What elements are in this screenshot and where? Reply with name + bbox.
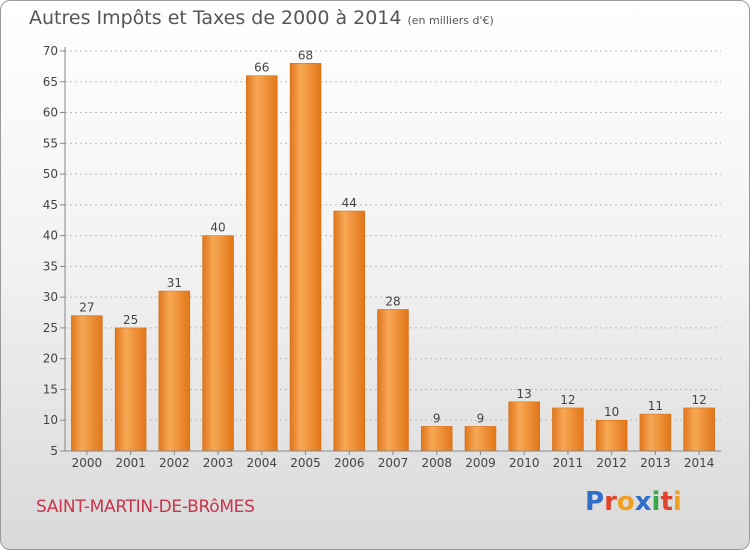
proxiti-logo: Proxiti <box>585 487 682 517</box>
logo-letter: t <box>660 487 673 517</box>
y-tick-label: 65 <box>43 75 58 89</box>
bar <box>246 75 278 452</box>
x-tick-label: 2003 <box>203 456 234 470</box>
bar-value-label: 9 <box>477 411 485 425</box>
bar-value-label: 13 <box>517 387 532 401</box>
bar-value-label: 11 <box>648 399 663 413</box>
y-tick-label: 30 <box>43 290 58 304</box>
bar-value-label: 68 <box>298 48 313 62</box>
bar <box>683 407 715 452</box>
bar <box>420 426 453 452</box>
y-tick-label: 55 <box>43 136 58 150</box>
bar <box>333 210 366 452</box>
x-tick-label: 2005 <box>290 456 321 470</box>
x-tick-label: 2001 <box>115 456 146 470</box>
bar <box>158 290 191 452</box>
bar-value-label: 12 <box>560 393 575 407</box>
logo-letter: r <box>604 487 617 517</box>
y-tick-label: 60 <box>43 106 58 120</box>
chart-title: Autres Impôts et Taxes de 2000 à 2014 (en… <box>29 7 494 29</box>
bar <box>202 235 234 452</box>
logo-letter: P <box>585 487 605 517</box>
x-tick-label: 2006 <box>334 456 365 470</box>
logo-letter: x <box>634 487 652 517</box>
x-tick-label: 2009 <box>465 456 496 470</box>
x-tick-label: 2014 <box>684 456 715 470</box>
bar-value-label: 44 <box>342 196 357 210</box>
x-tick-label: 2008 <box>421 456 452 470</box>
bar-value-label: 25 <box>123 313 138 327</box>
bar-value-label: 66 <box>254 61 269 75</box>
y-tick-label: 15 <box>43 382 58 396</box>
y-tick-label: 40 <box>43 229 58 243</box>
y-tick-label: 50 <box>43 167 58 181</box>
logo-letter: i <box>672 487 682 517</box>
bar <box>464 426 497 452</box>
x-tick-label: 2013 <box>640 456 671 470</box>
y-tick-label: 20 <box>43 352 58 366</box>
bar <box>639 413 672 452</box>
y-tick-label: 25 <box>43 321 58 335</box>
bar <box>377 309 409 452</box>
y-tick-label: 5 <box>50 444 58 458</box>
bar-value-label: 9 <box>433 411 441 425</box>
y-tick-label: 35 <box>43 259 58 273</box>
x-tick-label: 2002 <box>159 456 190 470</box>
chart-title-text: Autres Impôts et Taxes de 2000 à 2014 <box>29 7 402 29</box>
logo-letter: o <box>616 487 635 517</box>
bar <box>552 407 584 452</box>
x-tick-label: 2010 <box>509 456 540 470</box>
logo-letter: i <box>651 487 661 517</box>
bar-value-label: 40 <box>210 221 225 235</box>
x-tick-label: 2007 <box>378 456 409 470</box>
bars: 27 25 31 40 66 68 44 28 9 9 13 12 10 11 12 <box>71 48 715 452</box>
bar <box>71 315 103 452</box>
x-tick-label: 2000 <box>72 456 103 470</box>
x-tick-label: 2004 <box>247 456 278 470</box>
chart-unit: (en milliers d'€) <box>407 14 494 27</box>
y-tick-label: 45 <box>43 198 58 212</box>
y-tick-label: 10 <box>43 413 58 427</box>
bar-value-label: 31 <box>167 276 182 290</box>
bar <box>508 401 540 452</box>
x-tick-label: 2011 <box>553 456 584 470</box>
bar <box>289 63 322 452</box>
bar <box>595 419 628 452</box>
x-tick-label: 2012 <box>596 456 627 470</box>
bar <box>114 327 147 452</box>
bar-value-label: 10 <box>604 405 619 419</box>
bar-value-label: 28 <box>385 294 400 308</box>
bar-value-label: 27 <box>79 301 94 315</box>
bar-value-label: 12 <box>691 393 706 407</box>
axes: 5 10 15 20 25 30 35 40 45 50 55 60 65 70 2000 2001 2002 2… <box>43 44 721 470</box>
y-tick-label: 70 <box>43 44 58 58</box>
commune-name: SAINT-MARTIN-DE-BRôMES <box>36 497 255 517</box>
